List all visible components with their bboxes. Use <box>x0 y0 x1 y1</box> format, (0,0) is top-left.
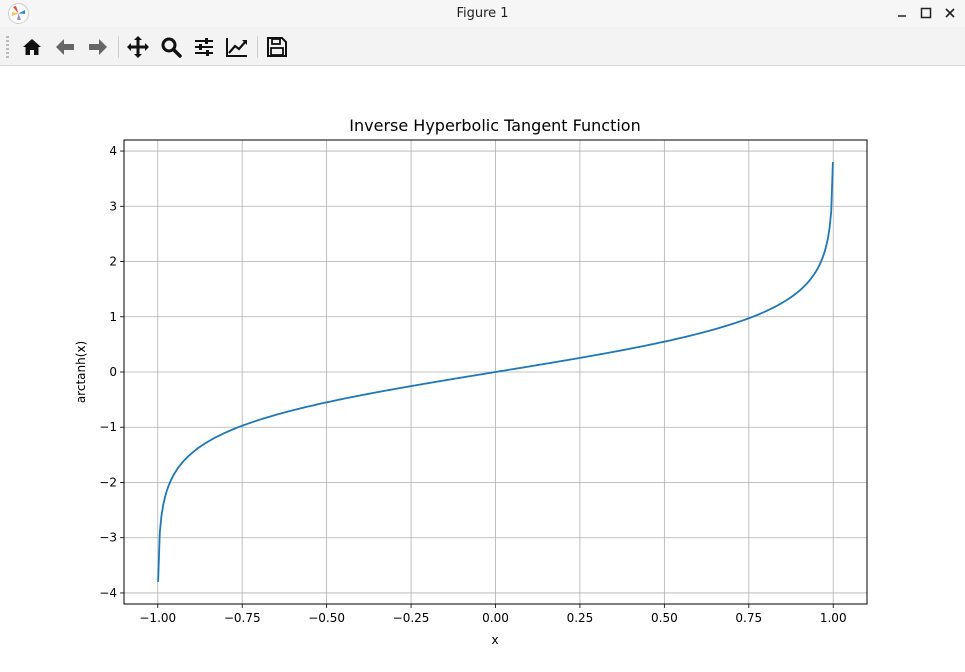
zoom-button[interactable] <box>158 34 184 60</box>
arrow-left-icon <box>56 39 74 55</box>
data-series <box>157 162 834 582</box>
line-chart-icon <box>226 38 247 57</box>
grid-lines <box>124 140 867 604</box>
maximize-icon <box>920 7 932 19</box>
chart-title: Inverse Hyperbolic Tangent Function <box>349 116 640 135</box>
navigation-toolbar <box>0 27 965 66</box>
chart-svg[interactable]: −1.00 −0.75 −0.50 −0.25 0.00 0.25 0.50 0.75 1.00… <box>3 67 961 668</box>
x-tick-label: 0.25 <box>567 611 594 625</box>
sliders-icon <box>195 38 213 56</box>
y-tick-label: 4 <box>109 144 117 158</box>
save-button[interactable] <box>264 34 290 60</box>
y-tick-label: 0 <box>109 365 117 379</box>
app-logo-icon <box>8 3 29 24</box>
minimize-button[interactable] <box>893 4 911 22</box>
x-tick-label: 0.00 <box>482 611 509 625</box>
y-axis-label: arctanh(x) <box>74 341 88 403</box>
minimize-icon <box>898 15 906 17</box>
x-tick-label: 0.75 <box>735 611 762 625</box>
window-controls <box>893 4 959 22</box>
close-icon <box>945 8 955 18</box>
x-axis-label: x <box>491 633 498 647</box>
move-icon <box>127 36 149 58</box>
x-tick-label: 0.50 <box>651 611 678 625</box>
x-tick-label: −0.25 <box>393 611 430 625</box>
series-line <box>157 162 834 582</box>
y-ticks: −4 −3 −2 −1 0 1 2 3 4 <box>99 144 124 600</box>
y-tick-label: 2 <box>109 255 117 269</box>
configure-subplots-button[interactable] <box>191 34 217 60</box>
y-tick-label: 1 <box>109 310 117 324</box>
y-tick-label: 3 <box>109 199 117 213</box>
edit-axis-button[interactable] <box>224 34 250 60</box>
y-tick-label: −2 <box>99 475 117 489</box>
x-tick-label: 1.00 <box>820 611 847 625</box>
floppy-disk-icon <box>267 37 287 57</box>
y-tick-label: −3 <box>99 531 117 545</box>
back-button[interactable] <box>52 34 78 60</box>
y-tick-label: −4 <box>99 586 117 600</box>
x-tick-label: −1.00 <box>139 611 176 625</box>
toolbar-separator <box>257 36 258 58</box>
home-icon <box>23 39 41 55</box>
x-tick-label: −0.75 <box>224 611 261 625</box>
toolbar-separator <box>118 36 119 58</box>
toolbar-grip[interactable] <box>6 36 9 58</box>
window-title: Figure 1 <box>456 6 509 21</box>
forward-button[interactable] <box>85 34 111 60</box>
window-titlebar: Figure 1 <box>0 0 965 27</box>
figure-canvas[interactable]: −1.00 −0.75 −0.50 −0.25 0.00 0.25 0.50 0.75 1.00… <box>3 67 961 668</box>
pan-button[interactable] <box>125 34 151 60</box>
y-tick-label: −1 <box>99 420 117 434</box>
x-tick-label: −0.50 <box>308 611 345 625</box>
magnifier-icon <box>161 37 182 58</box>
close-button[interactable] <box>941 4 959 22</box>
maximize-button[interactable] <box>917 4 935 22</box>
home-button[interactable] <box>19 34 45 60</box>
arrow-right-icon <box>89 39 107 55</box>
x-ticks: −1.00 −0.75 −0.50 −0.25 0.00 0.25 0.50 0.75 1.00 <box>139 604 847 625</box>
